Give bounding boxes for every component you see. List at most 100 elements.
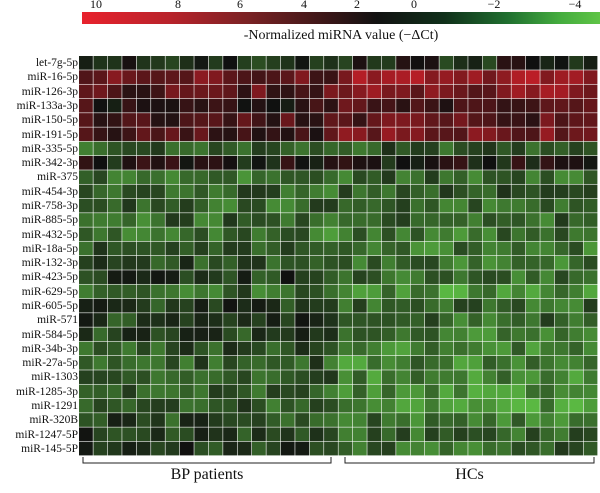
heatmap-cell bbox=[511, 413, 526, 427]
heatmap-cell bbox=[79, 413, 93, 427]
heatmap-cell bbox=[107, 141, 122, 156]
heatmap-cell bbox=[165, 184, 180, 199]
heatmap-cell bbox=[497, 56, 511, 70]
heatmap-cell bbox=[223, 213, 237, 227]
heatmap-cell bbox=[93, 441, 108, 456]
heatmap-cell bbox=[482, 170, 497, 184]
heatmap-cell bbox=[237, 98, 252, 113]
heatmap-cell bbox=[554, 241, 569, 256]
heatmap-cell bbox=[583, 70, 598, 84]
heatmap-cell bbox=[352, 384, 367, 399]
heatmap-cell bbox=[468, 127, 483, 142]
heatmap-cell bbox=[179, 241, 194, 256]
heatmap-cell bbox=[511, 184, 526, 199]
heatmap-cell bbox=[453, 270, 468, 284]
heatmap-cell bbox=[482, 227, 497, 242]
heatmap-cell bbox=[194, 170, 209, 184]
heatmap-cell bbox=[367, 98, 382, 113]
heatmap-cell bbox=[107, 298, 122, 313]
heatmap-cell bbox=[482, 84, 497, 99]
heatmap-cell bbox=[324, 256, 338, 270]
heatmap-cell bbox=[252, 356, 266, 370]
heatmap-cell bbox=[381, 298, 396, 313]
heatmap-cell bbox=[93, 341, 108, 356]
heatmap-cell bbox=[208, 213, 223, 227]
heatmap-cell bbox=[151, 427, 165, 442]
heatmap-cell bbox=[237, 370, 252, 384]
heatmap-cell bbox=[237, 313, 252, 327]
heatmap-cell bbox=[497, 198, 511, 213]
heatmap-cell bbox=[252, 327, 266, 342]
heatmap-cell bbox=[396, 256, 410, 270]
heatmap-cell bbox=[453, 227, 468, 242]
heatmap-cell bbox=[309, 384, 324, 399]
heatmap-cell bbox=[252, 298, 266, 313]
row-label: let-7g-5p bbox=[35, 57, 78, 70]
heatmap-cell bbox=[569, 156, 583, 170]
heatmap-cell bbox=[338, 227, 353, 242]
heatmap-cell bbox=[540, 327, 555, 342]
row-label: miR-132-3p bbox=[21, 257, 78, 270]
heatmap-cell bbox=[497, 313, 511, 327]
heatmap-cell bbox=[583, 413, 598, 427]
heatmap-cell bbox=[107, 427, 122, 442]
heatmap-cell bbox=[540, 341, 555, 356]
heatmap-cell bbox=[381, 341, 396, 356]
heatmap-cell bbox=[151, 313, 165, 327]
heatmap-cell bbox=[410, 427, 425, 442]
heatmap-cell bbox=[482, 341, 497, 356]
heatmap-cell bbox=[165, 356, 180, 370]
heatmap-cell bbox=[194, 56, 209, 70]
heatmap-cell bbox=[511, 284, 526, 299]
heatmap-cell bbox=[107, 370, 122, 384]
heatmap-cell bbox=[309, 413, 324, 427]
heatmap-cell bbox=[482, 113, 497, 127]
heatmap-cell bbox=[583, 113, 598, 127]
heatmap-cell bbox=[136, 298, 151, 313]
heatmap-cell bbox=[410, 441, 425, 456]
heatmap-cell bbox=[79, 341, 93, 356]
heatmap-cell bbox=[497, 270, 511, 284]
heatmap-cell bbox=[511, 141, 526, 156]
heatmap-cell bbox=[425, 441, 439, 456]
heatmap-cell bbox=[266, 370, 281, 384]
row-label: miR-150-5p bbox=[21, 114, 78, 127]
heatmap-cell bbox=[583, 398, 598, 413]
heatmap-cell bbox=[266, 98, 281, 113]
heatmap-cell bbox=[79, 184, 93, 199]
heatmap-cell bbox=[569, 56, 583, 70]
heatmap-cell bbox=[381, 184, 396, 199]
heatmap-cell bbox=[79, 441, 93, 456]
heatmap-cell bbox=[136, 284, 151, 299]
heatmap-cell bbox=[266, 398, 281, 413]
heatmap-cell bbox=[252, 256, 266, 270]
heatmap-cell bbox=[194, 198, 209, 213]
heatmap-cell bbox=[151, 370, 165, 384]
row-label: miR-571 bbox=[37, 314, 78, 327]
heatmap-cell bbox=[425, 370, 439, 384]
heatmap-cell bbox=[525, 70, 540, 84]
heatmap-cell bbox=[223, 227, 237, 242]
heatmap-cell bbox=[208, 227, 223, 242]
heatmap-cell bbox=[540, 127, 555, 142]
heatmap-cell bbox=[107, 170, 122, 184]
heatmap-cell bbox=[497, 156, 511, 170]
heatmap-cell bbox=[453, 156, 468, 170]
heatmap-cell bbox=[179, 127, 194, 142]
heatmap-cell bbox=[511, 370, 526, 384]
heatmap-cell bbox=[511, 227, 526, 242]
heatmap-cell bbox=[367, 198, 382, 213]
heatmap-cell bbox=[280, 398, 295, 413]
heatmap-cell bbox=[165, 384, 180, 399]
heatmap-cell bbox=[468, 341, 483, 356]
heatmap-cell bbox=[280, 184, 295, 199]
heatmap-cell bbox=[179, 427, 194, 442]
heatmap-cell bbox=[93, 384, 108, 399]
heatmap-cell bbox=[295, 384, 310, 399]
heatmap-cell bbox=[179, 356, 194, 370]
heatmap-cell bbox=[453, 241, 468, 256]
heatmap-cell bbox=[352, 213, 367, 227]
heatmap-cell bbox=[453, 70, 468, 84]
heatmap-cell bbox=[136, 413, 151, 427]
heatmap-cell bbox=[453, 170, 468, 184]
